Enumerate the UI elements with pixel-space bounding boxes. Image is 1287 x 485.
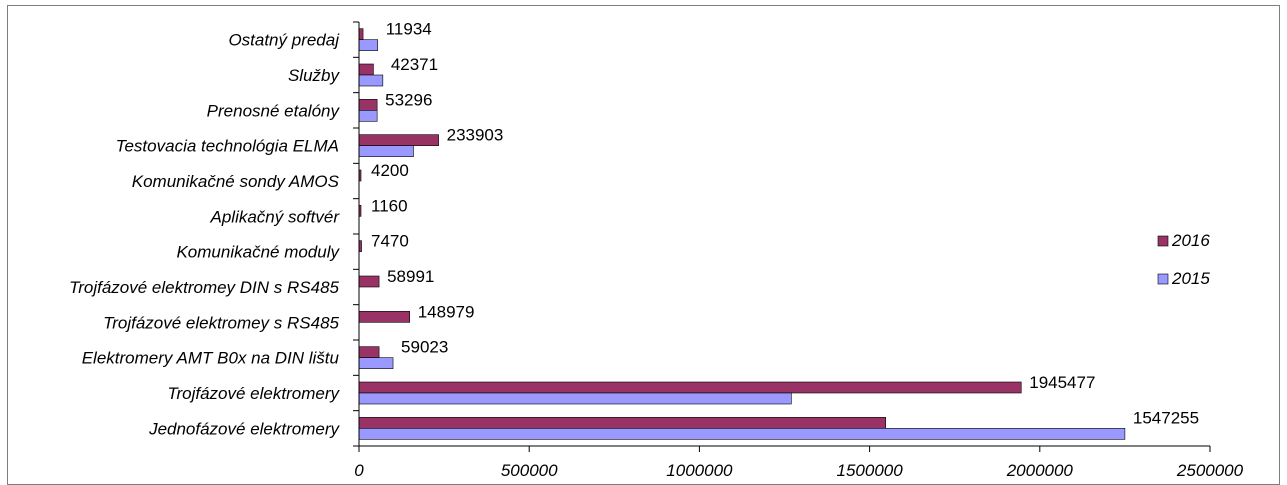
- bar-2016: [358, 99, 378, 111]
- category-label: Ostatný predaj: [228, 31, 340, 50]
- x-tick-label: 1500000: [837, 461, 904, 480]
- data-label: 233903: [447, 126, 504, 145]
- bar-2015: [358, 74, 384, 87]
- bar-2015: [358, 392, 792, 405]
- bar-2016: [358, 134, 439, 146]
- bar-2016: [358, 275, 380, 288]
- category-label: Komunikačné sondy AMOS: [132, 172, 340, 191]
- axes-layer: [353, 21, 1211, 452]
- bar-2016: [358, 63, 374, 76]
- x-tick-label: 0: [354, 461, 364, 480]
- legend-swatch-2015: [1157, 273, 1169, 285]
- data-label: 53296: [385, 90, 432, 109]
- bar-2015: [358, 39, 379, 51]
- category-label: Jednofázové elektromery: [148, 419, 340, 438]
- legend-swatch-2016: [1157, 235, 1169, 247]
- bar-2016: [358, 28, 364, 40]
- x-tick-label: 2000000: [1006, 461, 1074, 480]
- x-tick-label: 2500000: [1176, 461, 1244, 480]
- data-label: 1945477: [1029, 373, 1095, 392]
- data-label: 42371: [391, 55, 438, 74]
- labels-layer: Ostatný predaj 11934 Služby 42371 Prenosné e…: [69, 20, 1244, 480]
- bars-layer: [358, 28, 1126, 440]
- legend-label-2016: 2016: [1171, 231, 1210, 250]
- bar-2016: [358, 346, 380, 358]
- data-label: 11934: [386, 20, 432, 39]
- category-label: Testovacia technológia ELMA: [116, 137, 339, 156]
- category-label: Komunikačné moduly: [176, 243, 340, 262]
- data-label: 59023: [401, 338, 448, 357]
- data-label: 1547255: [1133, 408, 1199, 427]
- legend: 2016 2015: [1157, 231, 1210, 288]
- category-label: Trojfázové elektromey s RS485: [103, 313, 339, 332]
- bar-2015: [358, 145, 414, 157]
- category-label: Trojfázové elektromey DIN s RS485: [69, 278, 339, 297]
- data-label: 1160: [371, 196, 408, 215]
- category-label: Trojfázové elektromery: [167, 384, 340, 403]
- category-label: Prenosné etalóny: [207, 101, 341, 120]
- bar-2016: [358, 381, 1022, 394]
- data-label: 7470: [371, 232, 409, 251]
- bar-2015: [358, 110, 378, 122]
- bar-2016: [358, 311, 411, 323]
- data-label: 58991: [387, 267, 434, 286]
- category-label: Elektromery AMT B0x na DIN lištu: [82, 349, 340, 368]
- legend-label-2015: 2015: [1171, 269, 1210, 288]
- x-tick-label: 1000000: [666, 461, 733, 480]
- data-label: 4200: [371, 161, 409, 180]
- category-label: Služby: [288, 66, 341, 85]
- bar-2016: [358, 417, 886, 429]
- category-label: Aplikačný softvér: [210, 207, 341, 226]
- data-label: 148979: [418, 302, 475, 321]
- bar-2015: [358, 357, 394, 369]
- bar-2015: [358, 428, 1126, 440]
- x-tick-label: 500000: [501, 461, 558, 480]
